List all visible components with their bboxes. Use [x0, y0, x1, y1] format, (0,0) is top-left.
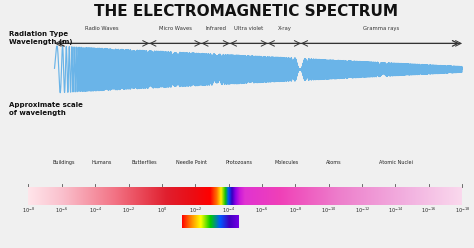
Text: Visible light: Visible light [185, 217, 237, 226]
Text: Gramma rays: Gramma rays [364, 26, 400, 31]
Text: Humans: Humans [92, 160, 112, 165]
Text: Radiation Type
Wavelength (m): Radiation Type Wavelength (m) [9, 31, 73, 45]
Text: Atomic Nuclei: Atomic Nuclei [379, 160, 413, 165]
Text: $10^{-14}$: $10^{-14}$ [388, 206, 403, 215]
Text: Molecules: Molecules [274, 160, 299, 165]
Text: Protozoans: Protozoans [226, 160, 253, 165]
Text: $10^{-16}$: $10^{-16}$ [421, 206, 437, 215]
Text: Butterflies: Butterflies [132, 160, 157, 165]
Text: Approximate scale
of wavelength: Approximate scale of wavelength [9, 102, 83, 116]
Text: $10^{-6}$: $10^{-6}$ [255, 206, 268, 215]
Text: Atoms: Atoms [327, 160, 342, 165]
Text: Ultra violet: Ultra violet [234, 26, 264, 31]
Text: $10^{-2}$: $10^{-2}$ [122, 206, 135, 215]
Text: $10^{-6}$: $10^{-6}$ [55, 206, 68, 215]
Text: Infrared: Infrared [205, 26, 226, 31]
Text: $10^{-4}$: $10^{-4}$ [89, 206, 102, 215]
Text: $10^{-8}$: $10^{-8}$ [22, 206, 35, 215]
Text: Needle Point: Needle Point [176, 160, 208, 165]
Text: $10^{-18}$: $10^{-18}$ [455, 206, 470, 215]
Text: $10^{-12}$: $10^{-12}$ [355, 206, 370, 215]
Text: $10^{-8}$: $10^{-8}$ [289, 206, 302, 215]
Text: Radio Waves: Radio Waves [85, 26, 118, 31]
Text: $10^{0}$: $10^{0}$ [157, 206, 167, 215]
Text: THE ELECTROMAGNETIC SPECTRUM: THE ELECTROMAGNETIC SPECTRUM [94, 4, 399, 19]
Text: $10^{-10}$: $10^{-10}$ [321, 206, 337, 215]
Text: $10^{-4}$: $10^{-4}$ [222, 206, 235, 215]
Text: Buildings: Buildings [53, 160, 75, 165]
Text: $10^{-2}$: $10^{-2}$ [189, 206, 202, 215]
Text: X-ray: X-ray [277, 26, 292, 31]
Text: Micro Waves: Micro Waves [159, 26, 192, 31]
